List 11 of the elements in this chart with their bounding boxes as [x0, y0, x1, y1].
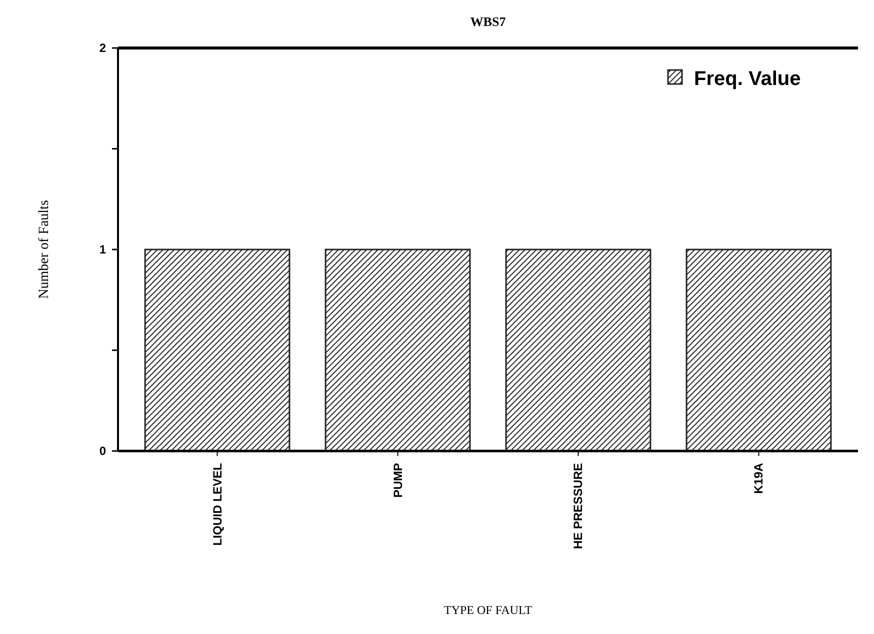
chart-title: WBS7: [470, 14, 506, 29]
legend-label: Freq. Value: [694, 68, 801, 90]
y-tick-label: 1: [99, 242, 106, 257]
y-tick-label: 0: [99, 444, 106, 458]
x-tick-label: K19A: [752, 462, 766, 494]
x-tick-label: PUMP: [390, 463, 405, 498]
x-axis-title: TYPE OF FAULT: [444, 603, 533, 617]
y-tick-label: 2: [99, 41, 106, 56]
x-tick-label: LIQUID LEVEL: [210, 463, 224, 546]
y-axis-title: Number of Faults: [37, 200, 52, 299]
x-tick-label: HE PRESSURE: [571, 463, 586, 550]
